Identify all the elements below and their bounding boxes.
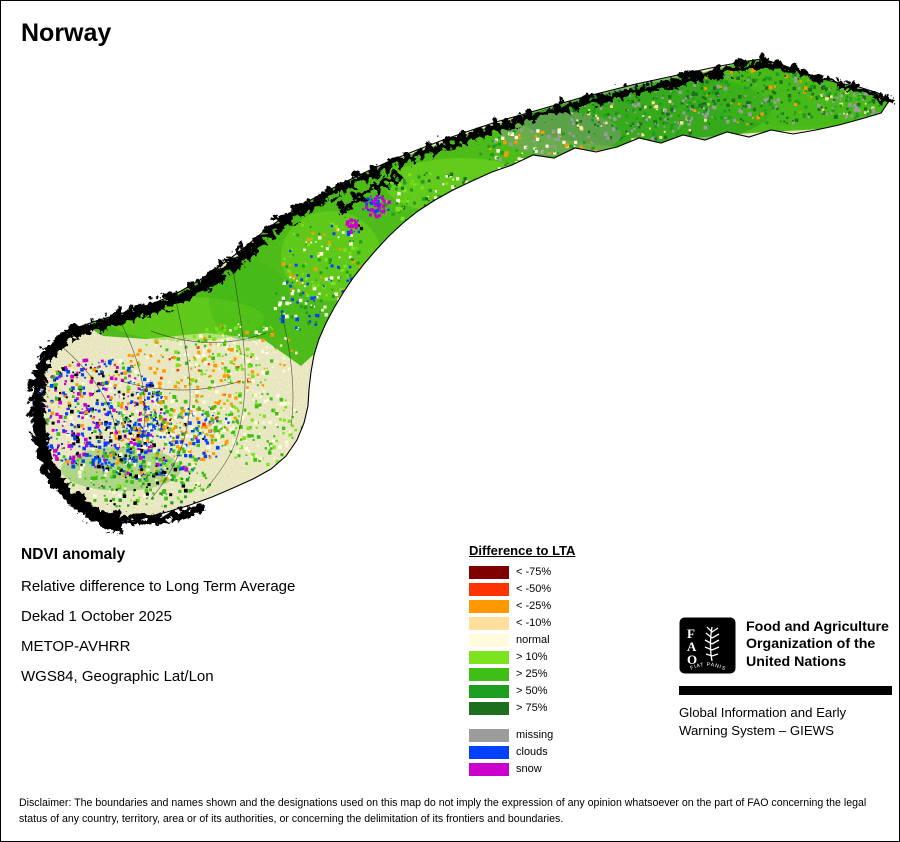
legend-label: < -75% (516, 566, 552, 578)
legend-item: > 25% (469, 667, 575, 681)
disclaimer-text: Disclaimer: The boundaries and names sho… (19, 797, 867, 825)
fao-brand-row: F A O FIAT PANIS Food and Agriculture Or… (679, 617, 892, 674)
legend-item: > 75% (469, 701, 575, 715)
legend-swatch (469, 762, 509, 776)
legend-swatch (469, 745, 509, 759)
legend-label: < -50% (516, 583, 552, 595)
fao-logo-letter-a: A (687, 639, 697, 654)
legend-label: > 25% (516, 668, 548, 680)
fao-logo-letter-f: F (687, 626, 695, 641)
legend-swatch (469, 728, 509, 742)
legend-item: clouds (469, 745, 575, 759)
legend-swatch (469, 633, 509, 647)
map-info-line-projection: WGS84, Geographic Lat/Lon (21, 668, 214, 685)
legend-label: > 75% (516, 702, 548, 714)
legend-label: < -25% (516, 600, 552, 612)
legend-label: normal (516, 634, 550, 646)
map-info-line-sensor: METOP-AVHRR (21, 638, 131, 655)
legend-item: < -10% (469, 616, 575, 630)
legend-extra-items: missing clouds snow (469, 728, 575, 776)
legend-item: > 50% (469, 684, 575, 698)
legend-swatch (469, 667, 509, 681)
legend-item: < -75% (469, 565, 575, 579)
legend-item: normal (469, 633, 575, 647)
legend-label: > 50% (516, 685, 548, 697)
wheat-ear-icon (704, 626, 720, 662)
legend-item: missing (469, 728, 575, 742)
map-raster (33, 59, 889, 524)
giews-line: Warning System – GIEWS (679, 722, 834, 738)
legend-item: snow (469, 762, 575, 776)
giews-label: Global Information and Early Warning Sys… (679, 704, 892, 740)
fao-logo: F A O FIAT PANIS (679, 617, 736, 674)
fao-logo-letter-o: O (687, 652, 697, 667)
legend-items: < -75% < -50% < -25% < -10% normal > 10% > 25%… (469, 565, 575, 715)
legend-label: snow (516, 763, 542, 775)
legend-label: > 10% (516, 651, 548, 663)
divider-bar (679, 686, 892, 695)
fao-branding: F A O FIAT PANIS Food and Agriculture Or… (679, 617, 892, 740)
legend-swatch (469, 616, 509, 630)
legend-swatch (469, 684, 509, 698)
giews-line: Global Information and Early (679, 705, 847, 720)
legend-label: < -10% (516, 617, 552, 629)
legend-item: < -50% (469, 582, 575, 596)
legend-item: > 10% (469, 650, 575, 664)
legend-swatch (469, 701, 509, 715)
legend-swatch (469, 650, 509, 664)
legend-swatch (469, 599, 509, 613)
org-name: Food and Agriculture Organization of the… (746, 617, 889, 671)
org-name-line: United Nations (746, 653, 847, 670)
fao-motto-text: FIAT PANIS (689, 662, 726, 672)
map-info-line-dekad: Dekad 1 October 2025 (21, 608, 172, 625)
org-name-line: Organization of the (746, 636, 876, 653)
legend-item: < -25% (469, 599, 575, 613)
country-border (32, 58, 890, 525)
fao-logo-background (679, 617, 736, 674)
legend-title: Difference to LTA (469, 543, 576, 558)
legend-label: missing (516, 729, 554, 741)
org-name-line: Food and Agriculture (746, 619, 889, 635)
legend-label: clouds (516, 746, 548, 758)
legend-swatch (469, 582, 509, 596)
map-info-heading: NDVI anomaly (21, 546, 126, 563)
admin-boundaries (60, 268, 294, 500)
page-title: Norway (21, 19, 112, 47)
legend: Difference to LTA < -75% < -50% < -25% < -1… (469, 543, 575, 779)
map-info-block: NDVI anomaly Relative difference to Long… (21, 546, 295, 698)
svg-text:FIAT PANIS: FIAT PANIS (689, 662, 726, 672)
legend-swatch (469, 565, 509, 579)
map-info-line-subtitle: Relative difference to Long Term Average (21, 578, 296, 595)
norway-ndvi-map (27, 55, 890, 530)
